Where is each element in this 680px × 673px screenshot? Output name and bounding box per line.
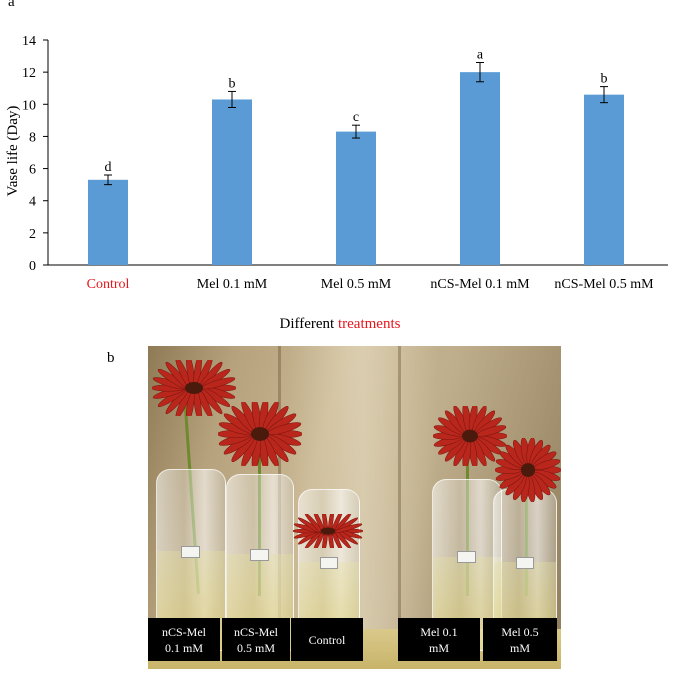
x-axis-title: Different treatments: [0, 316, 680, 333]
bar: [212, 99, 252, 265]
significance-letter: b: [229, 76, 236, 91]
y-axis-title: Vase life (Day): [5, 106, 21, 197]
vase-life-photo: nCS-Mel 0.1 mM nCS-Mel 0.5 mM Control Me…: [148, 346, 561, 669]
y-tick-label: 6: [29, 163, 36, 178]
significance-letter: a: [477, 48, 484, 63]
bar: [88, 179, 128, 265]
panel-a-label: a: [8, 0, 15, 10]
gerbera-flower-icon: [433, 406, 507, 466]
x-tick-label: Mel 0.1 mM: [197, 277, 268, 292]
x-tick-label: nCS-Mel 0.1 mM: [430, 277, 530, 292]
y-tick-label: 12: [22, 66, 36, 81]
x-tick-label: nCS-Mel 0.5 mM: [554, 277, 654, 292]
bars: d b c a b: [88, 48, 624, 266]
x-axis-title-prefix: Different: [279, 316, 335, 332]
significance-letter: d: [105, 160, 112, 175]
significance-letter: b: [601, 72, 608, 87]
significance-letter: c: [353, 110, 359, 125]
gerbera-flower-icon: [218, 402, 302, 466]
bar: [584, 94, 624, 266]
wall-seam: [398, 346, 401, 669]
gerbera-flower-icon: [293, 514, 363, 548]
y-tick-label: 0: [29, 259, 36, 274]
bar: [336, 131, 376, 265]
caption-control: Control: [291, 618, 363, 661]
y-tick-label: 8: [29, 130, 36, 145]
panel-b-label: b: [107, 350, 115, 366]
x-tick-label: Control: [87, 277, 130, 292]
gerbera-flower-icon: [152, 360, 236, 416]
y-axis: 0 2 4 6 8 10 12 14: [22, 34, 668, 274]
x-axis-title-highlight: treatments: [337, 316, 401, 332]
x-tick-label: Mel 0.5 mM: [321, 277, 392, 292]
caption-mel-0-5: Mel 0.5 mM: [483, 618, 557, 661]
y-tick-label: 4: [29, 195, 36, 210]
bar-chart: 0 2 4 6 8 10 12 14 d b c a b Control Mel 0.1 mM Mel 0…: [5, 34, 668, 292]
y-tick-label: 14: [22, 34, 36, 49]
y-tick-label: 2: [29, 227, 36, 242]
caption-ncs-mel-0-1: nCS-Mel 0.1 mM: [148, 618, 220, 661]
caption-mel-0-1: Mel 0.1 mM: [398, 618, 480, 661]
caption-ncs-mel-0-5: nCS-Mel 0.5 mM: [222, 618, 290, 661]
y-tick-label: 10: [22, 98, 36, 113]
bar: [460, 72, 500, 266]
gerbera-flower-icon: [495, 438, 561, 502]
x-axis-labels: Control Mel 0.1 mM Mel 0.5 mM nCS-Mel 0.1 m…: [87, 277, 655, 292]
